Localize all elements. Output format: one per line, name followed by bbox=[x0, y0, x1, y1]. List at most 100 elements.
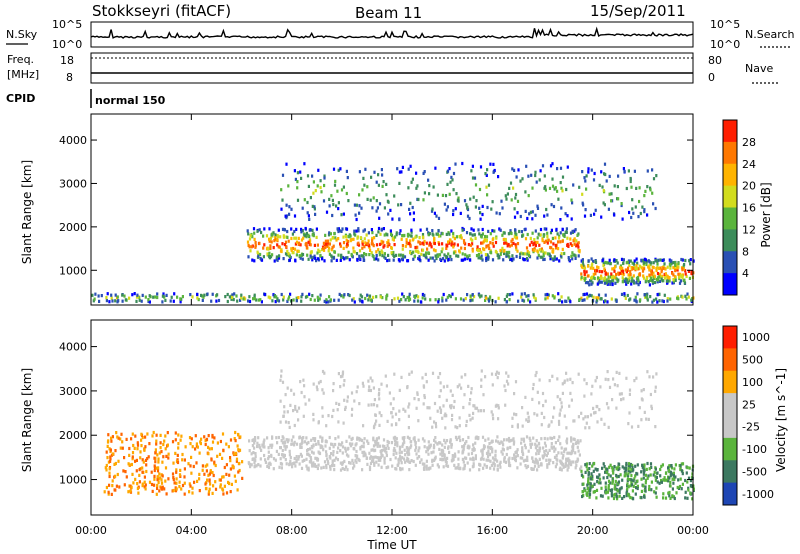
heatmap-cell bbox=[463, 464, 466, 468]
heatmap-cell bbox=[397, 258, 400, 262]
heatmap-cell bbox=[369, 461, 373, 465]
heatmap-cell bbox=[331, 459, 334, 463]
heatmap-cell bbox=[661, 258, 664, 262]
heatmap-cell bbox=[514, 196, 517, 200]
heatmap-cell bbox=[454, 425, 457, 429]
heatmap-cell bbox=[427, 440, 430, 444]
heatmap-cell bbox=[330, 194, 333, 198]
heatmap-cell bbox=[363, 258, 366, 262]
heatmap-cell bbox=[155, 433, 158, 437]
heatmap-cell bbox=[650, 465, 653, 469]
heatmap-cell bbox=[296, 198, 300, 202]
heatmap-cell bbox=[409, 201, 412, 205]
heatmap-cell bbox=[302, 236, 305, 240]
heatmap-cell bbox=[383, 206, 386, 210]
heatmap-cell bbox=[355, 203, 358, 207]
heatmap-cell bbox=[645, 295, 648, 299]
heatmap-cell bbox=[380, 228, 383, 232]
noise-trace bbox=[90, 26, 694, 39]
heatmap-cell bbox=[386, 199, 389, 203]
heatmap-cell bbox=[466, 206, 469, 210]
heatmap-cell bbox=[428, 446, 431, 450]
heatmap-cell bbox=[377, 456, 380, 460]
heatmap-cell bbox=[485, 258, 488, 263]
heatmap-cell bbox=[356, 258, 359, 262]
heatmap-cell bbox=[309, 297, 312, 302]
heatmap-cell bbox=[577, 372, 580, 376]
heatmap-cell bbox=[159, 433, 162, 437]
heatmap-cell bbox=[586, 415, 589, 419]
heatmap-cell bbox=[609, 488, 612, 492]
heatmap-cell bbox=[312, 451, 315, 455]
heatmap-cell bbox=[277, 256, 281, 260]
heatmap-cell bbox=[611, 468, 614, 473]
heatmap-cell bbox=[528, 254, 531, 258]
heatmap-cell bbox=[251, 444, 254, 448]
heatmap-cell bbox=[416, 184, 419, 188]
heatmap-cell bbox=[106, 444, 109, 448]
heatmap-cell bbox=[131, 293, 134, 297]
heatmap-cell bbox=[461, 226, 464, 231]
heatmap-cell bbox=[415, 446, 418, 450]
heatmap-cell bbox=[436, 463, 439, 467]
heatmap-cell bbox=[623, 466, 626, 470]
heatmap-cell bbox=[284, 393, 287, 397]
heatmap-cell bbox=[463, 241, 466, 245]
heatmap-cell bbox=[317, 442, 320, 446]
heatmap-cell bbox=[412, 459, 415, 464]
heatmap-cell bbox=[659, 474, 662, 478]
heatmap-cell bbox=[412, 218, 415, 222]
heatmap-cell bbox=[365, 456, 368, 460]
heatmap-cell bbox=[289, 455, 292, 460]
heatmap-cell bbox=[286, 299, 289, 303]
heatmap-cell bbox=[443, 259, 446, 263]
heatmap-cell bbox=[473, 176, 477, 180]
heatmap-cell bbox=[477, 409, 480, 413]
heatmap-cell bbox=[488, 452, 492, 456]
heatmap-cell bbox=[599, 481, 602, 485]
heatmap-cell bbox=[635, 186, 638, 190]
heatmap-cell bbox=[628, 263, 631, 268]
heatmap-cell bbox=[587, 170, 590, 174]
heatmap-cell bbox=[528, 243, 532, 247]
heatmap-cell bbox=[382, 180, 385, 184]
heatmap-cell bbox=[636, 486, 639, 491]
heatmap-cell bbox=[494, 249, 497, 253]
heatmap-cell bbox=[141, 466, 144, 470]
heatmap-cell bbox=[578, 453, 581, 457]
heatmap-cell bbox=[445, 464, 448, 468]
heatmap-cell bbox=[430, 451, 433, 455]
heatmap-cell bbox=[404, 460, 407, 464]
heatmap-cell bbox=[469, 232, 472, 236]
heatmap-cell bbox=[317, 257, 320, 261]
heatmap-cell bbox=[594, 259, 597, 264]
heatmap-cell bbox=[661, 274, 664, 278]
heatmap-cell bbox=[228, 473, 231, 477]
heatmap-cell bbox=[420, 458, 423, 462]
heatmap-cell bbox=[229, 467, 232, 471]
heatmap-cell bbox=[343, 293, 346, 297]
heatmap-cell bbox=[546, 231, 549, 235]
heatmap-cell bbox=[351, 407, 354, 411]
heatmap-cell bbox=[620, 292, 624, 296]
heatmap-cell bbox=[507, 458, 510, 462]
heatmap-cell bbox=[223, 484, 226, 488]
heatmap-cell bbox=[484, 298, 487, 302]
heatmap-cell bbox=[594, 379, 597, 383]
heatmap-cell bbox=[628, 388, 632, 392]
heatmap-cell bbox=[479, 165, 483, 169]
heatmap-cell bbox=[577, 245, 580, 249]
heatmap-cell bbox=[165, 454, 168, 458]
heatmap-cell bbox=[157, 460, 160, 464]
heatmap-cell bbox=[109, 459, 112, 463]
heatmap-cell bbox=[254, 241, 257, 245]
heatmap-cell bbox=[295, 460, 298, 464]
heatmap-cell bbox=[621, 478, 624, 482]
heatmap-cell bbox=[468, 445, 471, 449]
heatmap-cell bbox=[414, 448, 417, 452]
heatmap-cell bbox=[159, 446, 162, 450]
heatmap-cell bbox=[294, 242, 297, 246]
heatmap-cell bbox=[605, 281, 609, 285]
heatmap-cell bbox=[423, 462, 426, 466]
heatmap-cell bbox=[531, 387, 535, 391]
